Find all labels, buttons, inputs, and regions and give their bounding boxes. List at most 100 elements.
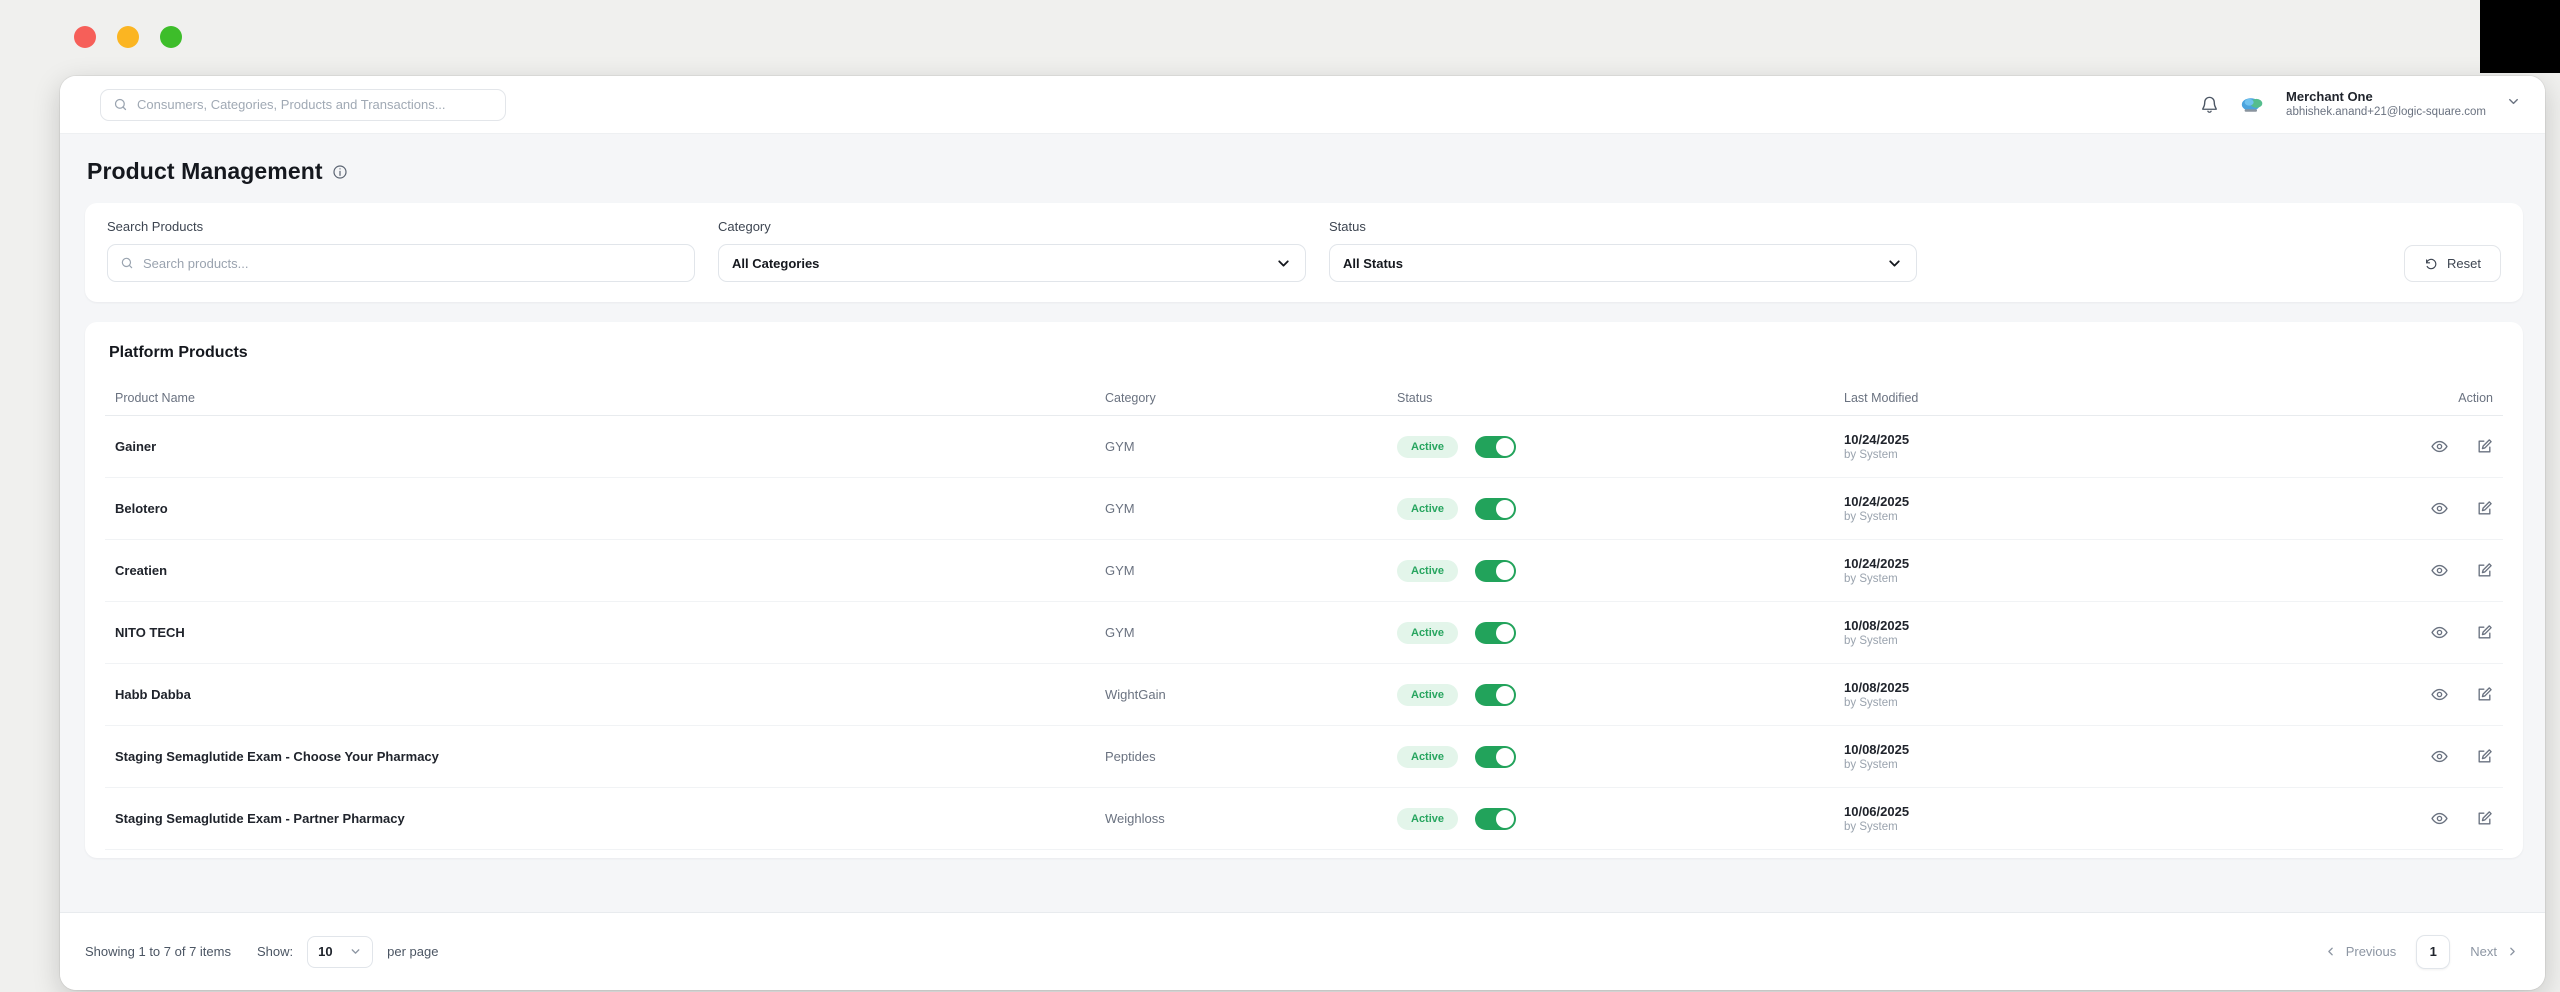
category-select-value: All Categories (732, 255, 820, 271)
column-header-last-modified: Last Modified (1844, 390, 1919, 405)
pagination-bar: Showing 1 to 7 of 7 items Show: 10 per p… (60, 912, 2545, 990)
eye-icon (2431, 812, 2448, 825)
info-icon[interactable] (332, 164, 348, 180)
edit-button[interactable] (2476, 748, 2493, 765)
product-name: NITO TECH (115, 625, 185, 640)
minimize-button[interactable] (117, 26, 139, 48)
table-body: Gainer GYM Active 10/24/2025 by System B… (105, 416, 2503, 850)
toggle-knob (1496, 747, 1515, 766)
edit-button[interactable] (2476, 562, 2493, 579)
product-status-cell: Active (1387, 435, 1834, 458)
chevron-right-icon (2510, 947, 2515, 956)
edit-button[interactable] (2476, 438, 2493, 455)
view-button[interactable] (2431, 748, 2448, 765)
toggle-knob (1496, 437, 1515, 456)
status-select-value: All Status (1343, 255, 1403, 271)
view-button[interactable] (2431, 624, 2448, 641)
page-title: Product Management (87, 158, 323, 184)
edit-icon (2478, 563, 2492, 577)
product-category: GYM (1105, 439, 1135, 454)
last-modified-by: by System (1844, 821, 1898, 833)
status-badge: Active (1397, 435, 1459, 458)
last-modified-cell: 10/06/2025 by System (1834, 804, 2394, 833)
status-toggle[interactable] (1475, 435, 1517, 458)
category-select[interactable]: All Categories (718, 244, 1306, 282)
product-name: Staging Semaglutide Exam - Partner Pharm… (115, 811, 405, 826)
table-row: Creatien GYM Active 10/24/2025 by System (105, 540, 2503, 602)
next-label: Next (2470, 944, 2497, 959)
edit-button[interactable] (2476, 686, 2493, 703)
view-button[interactable] (2431, 810, 2448, 827)
last-modified-cell: 10/08/2025 by System (1834, 680, 2394, 709)
eye-icon (2431, 626, 2448, 639)
eye-icon (2431, 750, 2448, 763)
view-button[interactable] (2431, 562, 2448, 579)
toggle-knob (1496, 499, 1515, 518)
toggle-knob (1496, 685, 1515, 704)
product-name: Creatien (115, 563, 168, 578)
eye-icon (2431, 440, 2448, 453)
close-button[interactable] (74, 26, 96, 48)
product-status-cell: Active (1387, 621, 1834, 644)
next-page-button[interactable]: Next (2470, 944, 2519, 959)
status-badge: Active (1397, 807, 1459, 830)
edit-button[interactable] (2476, 810, 2493, 827)
filters-panel: Search Products Category All Categories … (85, 203, 2523, 302)
view-button[interactable] (2431, 686, 2448, 703)
column-header-action: Action (2458, 390, 2493, 405)
product-category: GYM (1105, 501, 1135, 516)
status-badge: Active (1397, 497, 1459, 520)
user-name: Merchant One (2286, 88, 2373, 104)
edit-button[interactable] (2476, 500, 2493, 517)
column-header-category: Category (1105, 390, 1156, 405)
last-modified-cell: 10/24/2025 by System (1834, 494, 2394, 523)
last-modified-date: 10/08/2025 (1844, 618, 1910, 633)
status-toggle[interactable] (1475, 621, 1517, 644)
status-toggle[interactable] (1475, 683, 1517, 706)
edit-icon (2478, 501, 2492, 515)
product-status-cell: Active (1387, 745, 1834, 768)
status-select[interactable]: All Status (1329, 244, 1917, 282)
last-modified-by: by System (1844, 635, 1898, 647)
last-modified-date: 10/24/2025 (1844, 556, 1910, 571)
column-header-status: Status (1397, 390, 1433, 405)
previous-page-button[interactable]: Previous (2324, 944, 2397, 959)
notifications-button[interactable] (2200, 95, 2219, 114)
current-page-button[interactable]: 1 (2416, 934, 2451, 969)
last-modified-date: 10/24/2025 (1844, 432, 1910, 447)
product-name: Staging Semaglutide Exam - Choose Your P… (115, 749, 439, 764)
product-category: Peptides (1105, 749, 1156, 764)
merchant-logo (2239, 91, 2266, 118)
page-size-select[interactable]: 10 (307, 935, 374, 968)
view-button[interactable] (2431, 438, 2448, 455)
last-modified-by: by System (1844, 573, 1898, 585)
product-search[interactable] (107, 244, 695, 282)
action-cell (2394, 748, 2503, 765)
product-search-input[interactable] (143, 255, 682, 271)
global-search[interactable] (100, 88, 506, 121)
zoom-button[interactable] (160, 26, 182, 48)
eye-icon (2431, 688, 2448, 701)
status-toggle[interactable] (1475, 497, 1517, 520)
last-modified-cell: 10/24/2025 by System (1834, 556, 2394, 585)
global-search-input[interactable] (137, 97, 493, 112)
user-menu-toggle[interactable] (2506, 94, 2521, 114)
table-row: Gainer GYM Active 10/24/2025 by System (105, 416, 2503, 478)
table-row: Belotero GYM Active 10/24/2025 by System (105, 478, 2503, 540)
screen-corner-artifact (2480, 0, 2560, 73)
search-products-label: Search Products (107, 219, 204, 234)
user-menu[interactable]: Merchant One abhishek.anand+21@logic-squ… (2286, 89, 2486, 121)
previous-label: Previous (2345, 944, 2397, 959)
reset-button[interactable]: Reset (2404, 245, 2501, 282)
product-category: GYM (1105, 625, 1135, 640)
view-button[interactable] (2431, 500, 2448, 517)
status-label: Status (1329, 219, 1366, 234)
status-toggle[interactable] (1475, 559, 1517, 582)
status-toggle[interactable] (1475, 807, 1517, 830)
product-status-cell: Active (1387, 559, 1834, 582)
product-name: Gainer (115, 439, 157, 454)
show-label: Show: (256, 944, 294, 959)
toggle-knob (1496, 809, 1515, 828)
edit-button[interactable] (2476, 624, 2493, 641)
status-toggle[interactable] (1475, 745, 1517, 768)
